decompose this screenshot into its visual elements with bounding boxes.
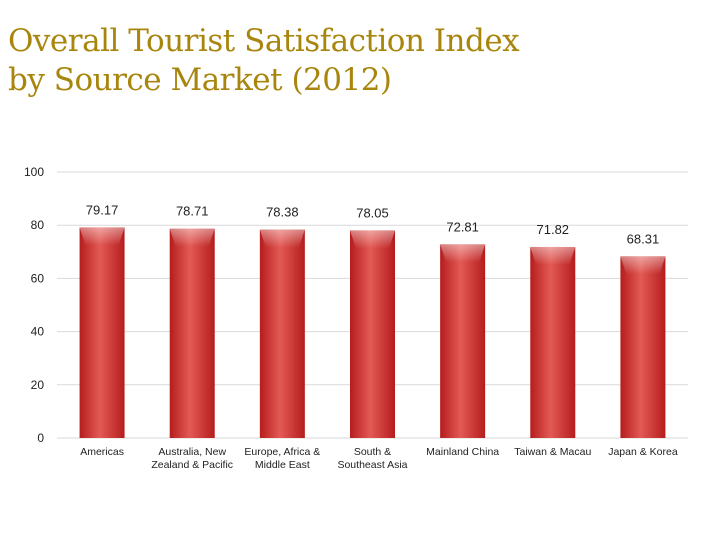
bars: [79, 227, 666, 438]
data-label: 72.81: [446, 219, 479, 234]
bar-bevel: [79, 227, 125, 246]
x-tick-label: Americas: [80, 446, 124, 458]
bar-body: [530, 246, 576, 438]
data-labels: 79.17 78.71 78.38 78.05 72.81 71.82 68.31: [86, 202, 659, 246]
bar-body: [169, 228, 215, 438]
bar-bevel: [530, 246, 576, 265]
bar: [79, 227, 125, 438]
y-tick-label: 0: [37, 431, 44, 445]
chart-title: Overall Tourist Satisfaction Index by So…: [8, 22, 520, 100]
bar: [440, 244, 486, 438]
bar-body: [350, 230, 395, 438]
bar: [350, 230, 395, 438]
x-tick-label: Japan & Korea: [608, 446, 678, 458]
data-label: 78.05: [356, 205, 389, 220]
x-tick-label: Europe, Africa &: [244, 446, 320, 458]
bar-bevel: [620, 256, 666, 275]
data-label: 79.17: [86, 202, 119, 217]
x-tick-label: Mainland China: [426, 446, 499, 458]
x-tick-label: Zealand & Pacific: [151, 459, 233, 471]
bar-bevel: [259, 229, 305, 248]
x-tick-label: Southeast Asia: [337, 459, 407, 471]
bar-body: [259, 229, 305, 438]
data-label: 68.31: [627, 231, 660, 246]
y-tick-label: 60: [31, 271, 45, 285]
data-label: 78.38: [266, 205, 299, 220]
x-tick-label: Middle East: [255, 459, 310, 471]
bar: [620, 256, 666, 438]
x-tick-label: Taiwan & Macau: [514, 446, 591, 458]
chart-title-line-2: by Source Market (2012): [8, 62, 392, 98]
y-axis-ticks: 0 20 40 60 80 100: [24, 165, 44, 445]
y-tick-label: 20: [31, 378, 45, 392]
x-tick-label: Australia, New: [158, 446, 226, 458]
bar: [169, 228, 215, 438]
bar-body: [79, 227, 125, 438]
y-tick-label: 100: [24, 165, 44, 179]
bar: [259, 229, 305, 438]
y-tick-label: 40: [31, 325, 45, 339]
y-tick-label: 80: [31, 218, 45, 232]
data-label: 78.71: [176, 204, 209, 219]
bar-bevel: [169, 228, 215, 247]
bar-body: [620, 256, 666, 438]
x-tick-label: South &: [354, 446, 391, 458]
bar-bevel: [440, 244, 486, 263]
bar: [530, 246, 576, 438]
bar-bevel: [350, 230, 395, 249]
data-label: 71.82: [537, 222, 570, 237]
bar-body: [440, 244, 486, 438]
chart-title-line-1: Overall Tourist Satisfaction Index: [8, 23, 520, 59]
